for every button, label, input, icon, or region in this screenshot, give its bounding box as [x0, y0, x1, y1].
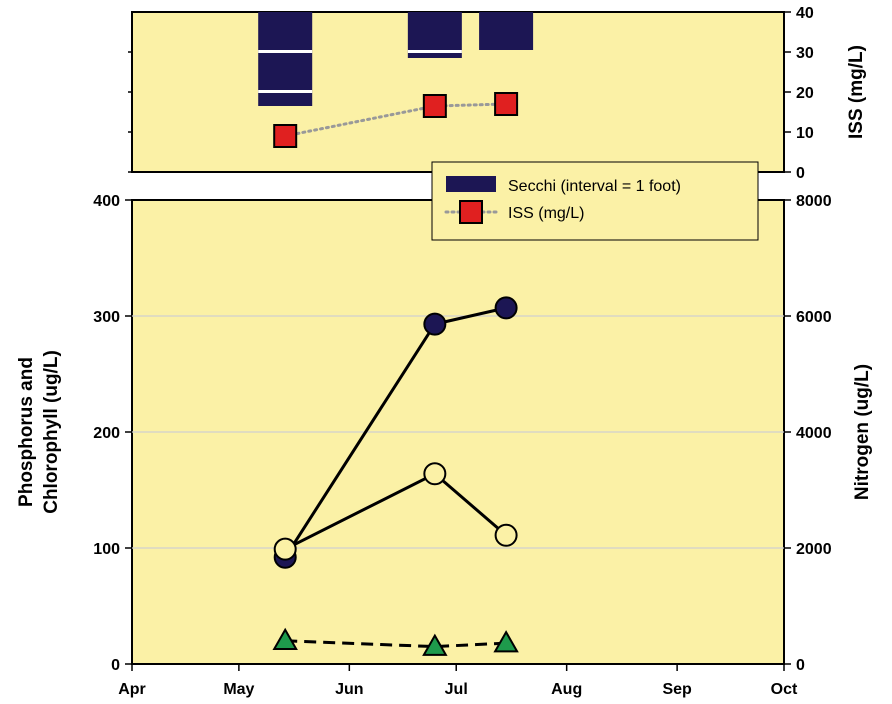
circle-open-marker — [273, 537, 297, 561]
left-axis-title-2: Chlorophyll (ug/L) — [41, 350, 62, 514]
iss-marker — [494, 92, 519, 116]
top-right-tick-label: 40 — [796, 5, 814, 22]
left-axis-title-line-1: Phosphorus and — [16, 357, 37, 507]
top-right-axis-title: ISS (mg/L) — [846, 45, 867, 139]
x-tick-label: Sep — [662, 681, 692, 698]
legend-box — [431, 161, 759, 241]
secchi-bar — [479, 12, 534, 50]
iss-marker — [273, 124, 298, 148]
legend-secchi-label: Secchi (interval = 1 foot) — [508, 178, 681, 195]
left-axis-title-line-2: Chlorophyll (ug/L) — [41, 350, 62, 514]
left-tick-label: 100 — [93, 541, 120, 558]
circle-open-marker — [423, 462, 447, 486]
right-tick-label: 0 — [796, 657, 805, 674]
secchi-segment-divider — [258, 90, 313, 93]
x-axis: Apr May Jun Jul Aug Sep Oct — [118, 664, 798, 698]
left-axis-title: Phosphorus and — [16, 357, 37, 507]
top-right-tick-label: 20 — [796, 85, 814, 102]
left-tick-label: 0 — [111, 657, 120, 674]
right-tick-label: 8000 — [796, 193, 832, 210]
x-tick-label: Aug — [551, 681, 582, 698]
secchi-bars — [258, 12, 534, 106]
top-right-tick-label: 0 — [796, 165, 805, 182]
triangle-marker — [422, 633, 448, 656]
triangle-line — [285, 639, 507, 649]
bottom-panel: 0 100 200 300 400 0 2000 4000 6000 8000 Apr May Ju… — [16, 193, 873, 698]
top-panel: 0 10 20 30 40 ISS (mg/L) — [128, 5, 867, 182]
top-right-tick-label: 30 — [796, 45, 814, 62]
bottom-series — [272, 296, 519, 656]
triangle-marker — [272, 627, 298, 651]
legend-secchi-swatch — [446, 176, 496, 192]
x-tick-label: Jul — [445, 681, 468, 698]
iss-marker — [422, 94, 447, 118]
x-tick-label: Apr — [118, 681, 146, 698]
left-tick-label: 200 — [93, 425, 120, 442]
triangle-marker — [493, 630, 519, 653]
top-right-axis: 0 10 20 30 40 — [128, 5, 814, 182]
bottom-gridlines — [132, 315, 784, 549]
right-tick-label: 4000 — [796, 425, 832, 442]
legend: Secchi (interval = 1 foot) ISS (mg/L) — [431, 161, 759, 241]
left-tick-label: 300 — [93, 309, 120, 326]
bottom-right-axis: 0 2000 4000 6000 8000 — [784, 193, 832, 674]
bottom-left-axis: 0 100 200 300 400 — [93, 193, 132, 674]
circle-open-marker — [494, 523, 518, 547]
circle-filled-marker — [423, 312, 447, 336]
circle-filled-marker — [494, 296, 518, 320]
legend-iss-label: ISS (mg/L) — [508, 205, 584, 222]
secchi-segment-divider — [258, 50, 313, 53]
right-tick-label: 6000 — [796, 309, 832, 326]
x-tick-label: Jun — [335, 681, 363, 698]
right-axis-title: Nitrogen (ug/L) — [852, 364, 873, 500]
x-tick-label: Oct — [771, 681, 798, 698]
right-tick-label: 2000 — [796, 541, 832, 558]
top-right-tick-label: 10 — [796, 125, 814, 142]
x-tick-label: May — [223, 681, 254, 698]
iss-series — [273, 92, 519, 148]
legend-iss-marker — [459, 200, 483, 224]
secchi-segment-divider — [407, 50, 462, 53]
left-tick-label: 400 — [93, 193, 120, 210]
